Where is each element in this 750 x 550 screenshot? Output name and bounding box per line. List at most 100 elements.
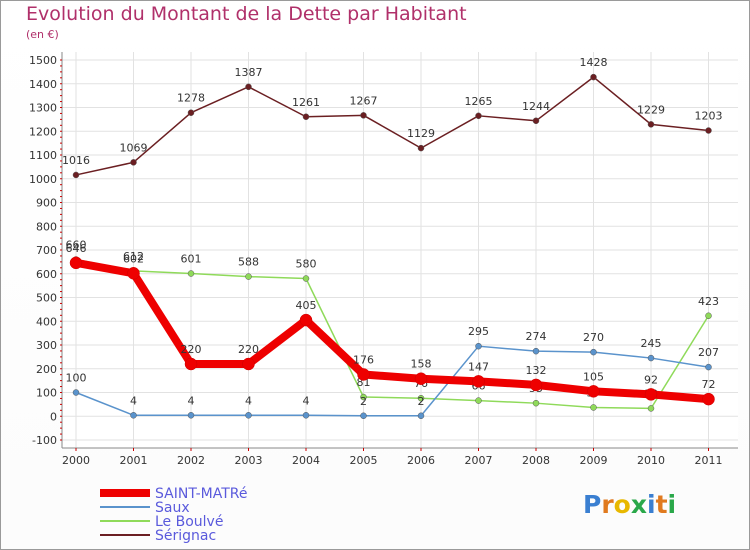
data-label-saux: 207	[698, 346, 719, 359]
data-point-saux	[360, 412, 367, 420]
data-label-saux: 4	[245, 394, 252, 407]
x-tick-label: 2001	[120, 454, 148, 467]
data-point-saux	[647, 354, 655, 362]
y-tick-label: 1200	[29, 125, 57, 138]
x-tick-label: 2000	[62, 454, 90, 467]
data-label-le-boulv-: 612	[123, 250, 144, 263]
y-tick-label: 600	[36, 268, 57, 281]
data-point-saux	[302, 412, 310, 419]
data-label-saint-matr-: 72	[702, 378, 716, 391]
data-label-saux: 2	[418, 395, 425, 408]
series-line-saint-matr-	[72, 258, 713, 404]
data-label-s-rignac: 1016	[62, 154, 90, 167]
data-label-s-rignac: 1244	[522, 100, 550, 113]
data-point-s-rignac	[532, 117, 540, 125]
data-point-s-rignac	[360, 112, 367, 119]
legend-label-s-rignac: Sérignac	[155, 528, 216, 544]
data-label-le-boulv-: 601	[181, 253, 202, 266]
data-label-s-rignac: 1428	[580, 56, 608, 69]
data-point-saux	[532, 347, 540, 355]
chart-title: Evolution du Montant de la Dette par Hab…	[26, 3, 467, 25]
data-label-saux: 274	[526, 330, 547, 343]
logo-letter: t	[655, 490, 668, 519]
x-tick-label: 2010	[637, 454, 665, 467]
data-point-saux	[590, 348, 597, 356]
data-label-s-rignac: 1129	[407, 127, 435, 140]
data-point-le-boulv-	[647, 405, 655, 412]
data-label-saint-matr-: 92	[644, 373, 658, 386]
data-point-s-rignac	[590, 73, 597, 81]
x-tick-label: 2003	[235, 454, 263, 467]
y-tick-label: 700	[36, 244, 57, 257]
data-point-saint-matr-	[299, 313, 313, 327]
data-point-le-boulv-	[705, 312, 712, 320]
data-point-saux	[72, 389, 80, 396]
data-point-s-rignac	[130, 159, 137, 166]
x-tick-label: 2008	[522, 454, 550, 467]
y-tick-label: 100	[36, 387, 57, 400]
data-point-saint-matr-	[69, 256, 83, 270]
y-tick-label: 1000	[29, 173, 57, 186]
data-label-saint-matr-: 132	[526, 364, 547, 377]
x-tick-label: 2004	[292, 454, 320, 467]
y-tick-label: 1400	[29, 78, 57, 91]
data-label-saux: 4	[188, 394, 195, 407]
legend-label-saux: Saux	[155, 500, 190, 516]
data-label-s-rignac: 1069	[120, 141, 148, 154]
data-point-saint-matr-	[472, 375, 485, 388]
data-point-s-rignac	[417, 144, 425, 152]
data-label-saux: 295	[468, 325, 489, 338]
data-label-s-rignac: 1278	[177, 92, 205, 105]
data-label-s-rignac: 1261	[292, 96, 320, 109]
data-point-le-boulv-	[417, 394, 425, 402]
data-point-saint-matr-	[644, 388, 658, 401]
y-tick-label: 900	[36, 197, 57, 210]
data-point-le-boulv-	[302, 275, 310, 282]
y-tick-label: 1100	[29, 149, 57, 162]
data-label-le-boulv-: 588	[238, 256, 259, 269]
series-line-le-boulv-	[75, 258, 710, 410]
data-label-saint-matr-: 220	[181, 343, 202, 356]
data-point-s-rignac	[72, 171, 80, 179]
x-tick-label: 2005	[350, 454, 378, 467]
data-label-s-rignac: 1387	[235, 66, 263, 79]
data-point-saint-matr-	[127, 267, 140, 280]
data-point-saint-matr-	[184, 357, 198, 371]
data-label-saint-matr-: 158	[411, 358, 432, 371]
logo-letter: o	[613, 490, 631, 519]
x-tick-label: 2006	[407, 454, 435, 467]
data-point-s-rignac	[475, 112, 482, 120]
data-point-le-boulv-	[475, 397, 482, 404]
data-point-saint-matr-	[242, 357, 255, 371]
y-tick-label: 400	[36, 315, 57, 328]
data-label-saux: 100	[66, 372, 87, 385]
data-label-le-boulv-: 580	[296, 258, 317, 271]
data-point-saint-matr-	[587, 385, 600, 398]
proxiti-logo: Proxiti	[583, 490, 676, 519]
data-label-saint-matr-: 105	[583, 370, 604, 383]
logo-letter: r	[601, 490, 614, 519]
data-point-le-boulv-	[590, 404, 597, 411]
data-point-saint-matr-	[529, 378, 543, 392]
data-label-s-rignac: 1203	[695, 110, 723, 123]
data-point-le-boulv-	[245, 273, 252, 280]
data-label-le-boulv-: 660	[66, 239, 87, 252]
y-tick-label: 0	[50, 410, 57, 423]
data-label-s-rignac: 1229	[637, 103, 665, 116]
y-tick-label: 800	[36, 220, 57, 233]
data-label-s-rignac: 1267	[350, 94, 378, 107]
x-tick-label: 2009	[580, 454, 608, 467]
y-tick-label: 300	[36, 339, 57, 352]
y-tick-label: -100	[32, 434, 57, 447]
y-tick-label: 500	[36, 292, 57, 305]
data-label-saint-matr-: 602	[123, 252, 144, 265]
legend-label-le-boulv-: Le Boulvé	[155, 514, 223, 530]
data-label-s-rignac: 1265	[465, 95, 493, 108]
chart-subtitle: (en €)	[26, 28, 59, 41]
data-point-saux	[245, 412, 252, 419]
series-line-s-rignac	[75, 76, 710, 176]
y-tick-label: 200	[36, 363, 57, 376]
legend-label-saint-matr-: SAINT-MATRé	[155, 486, 247, 502]
data-point-saux	[705, 363, 712, 371]
data-label-le-boulv-: 423	[698, 295, 719, 308]
